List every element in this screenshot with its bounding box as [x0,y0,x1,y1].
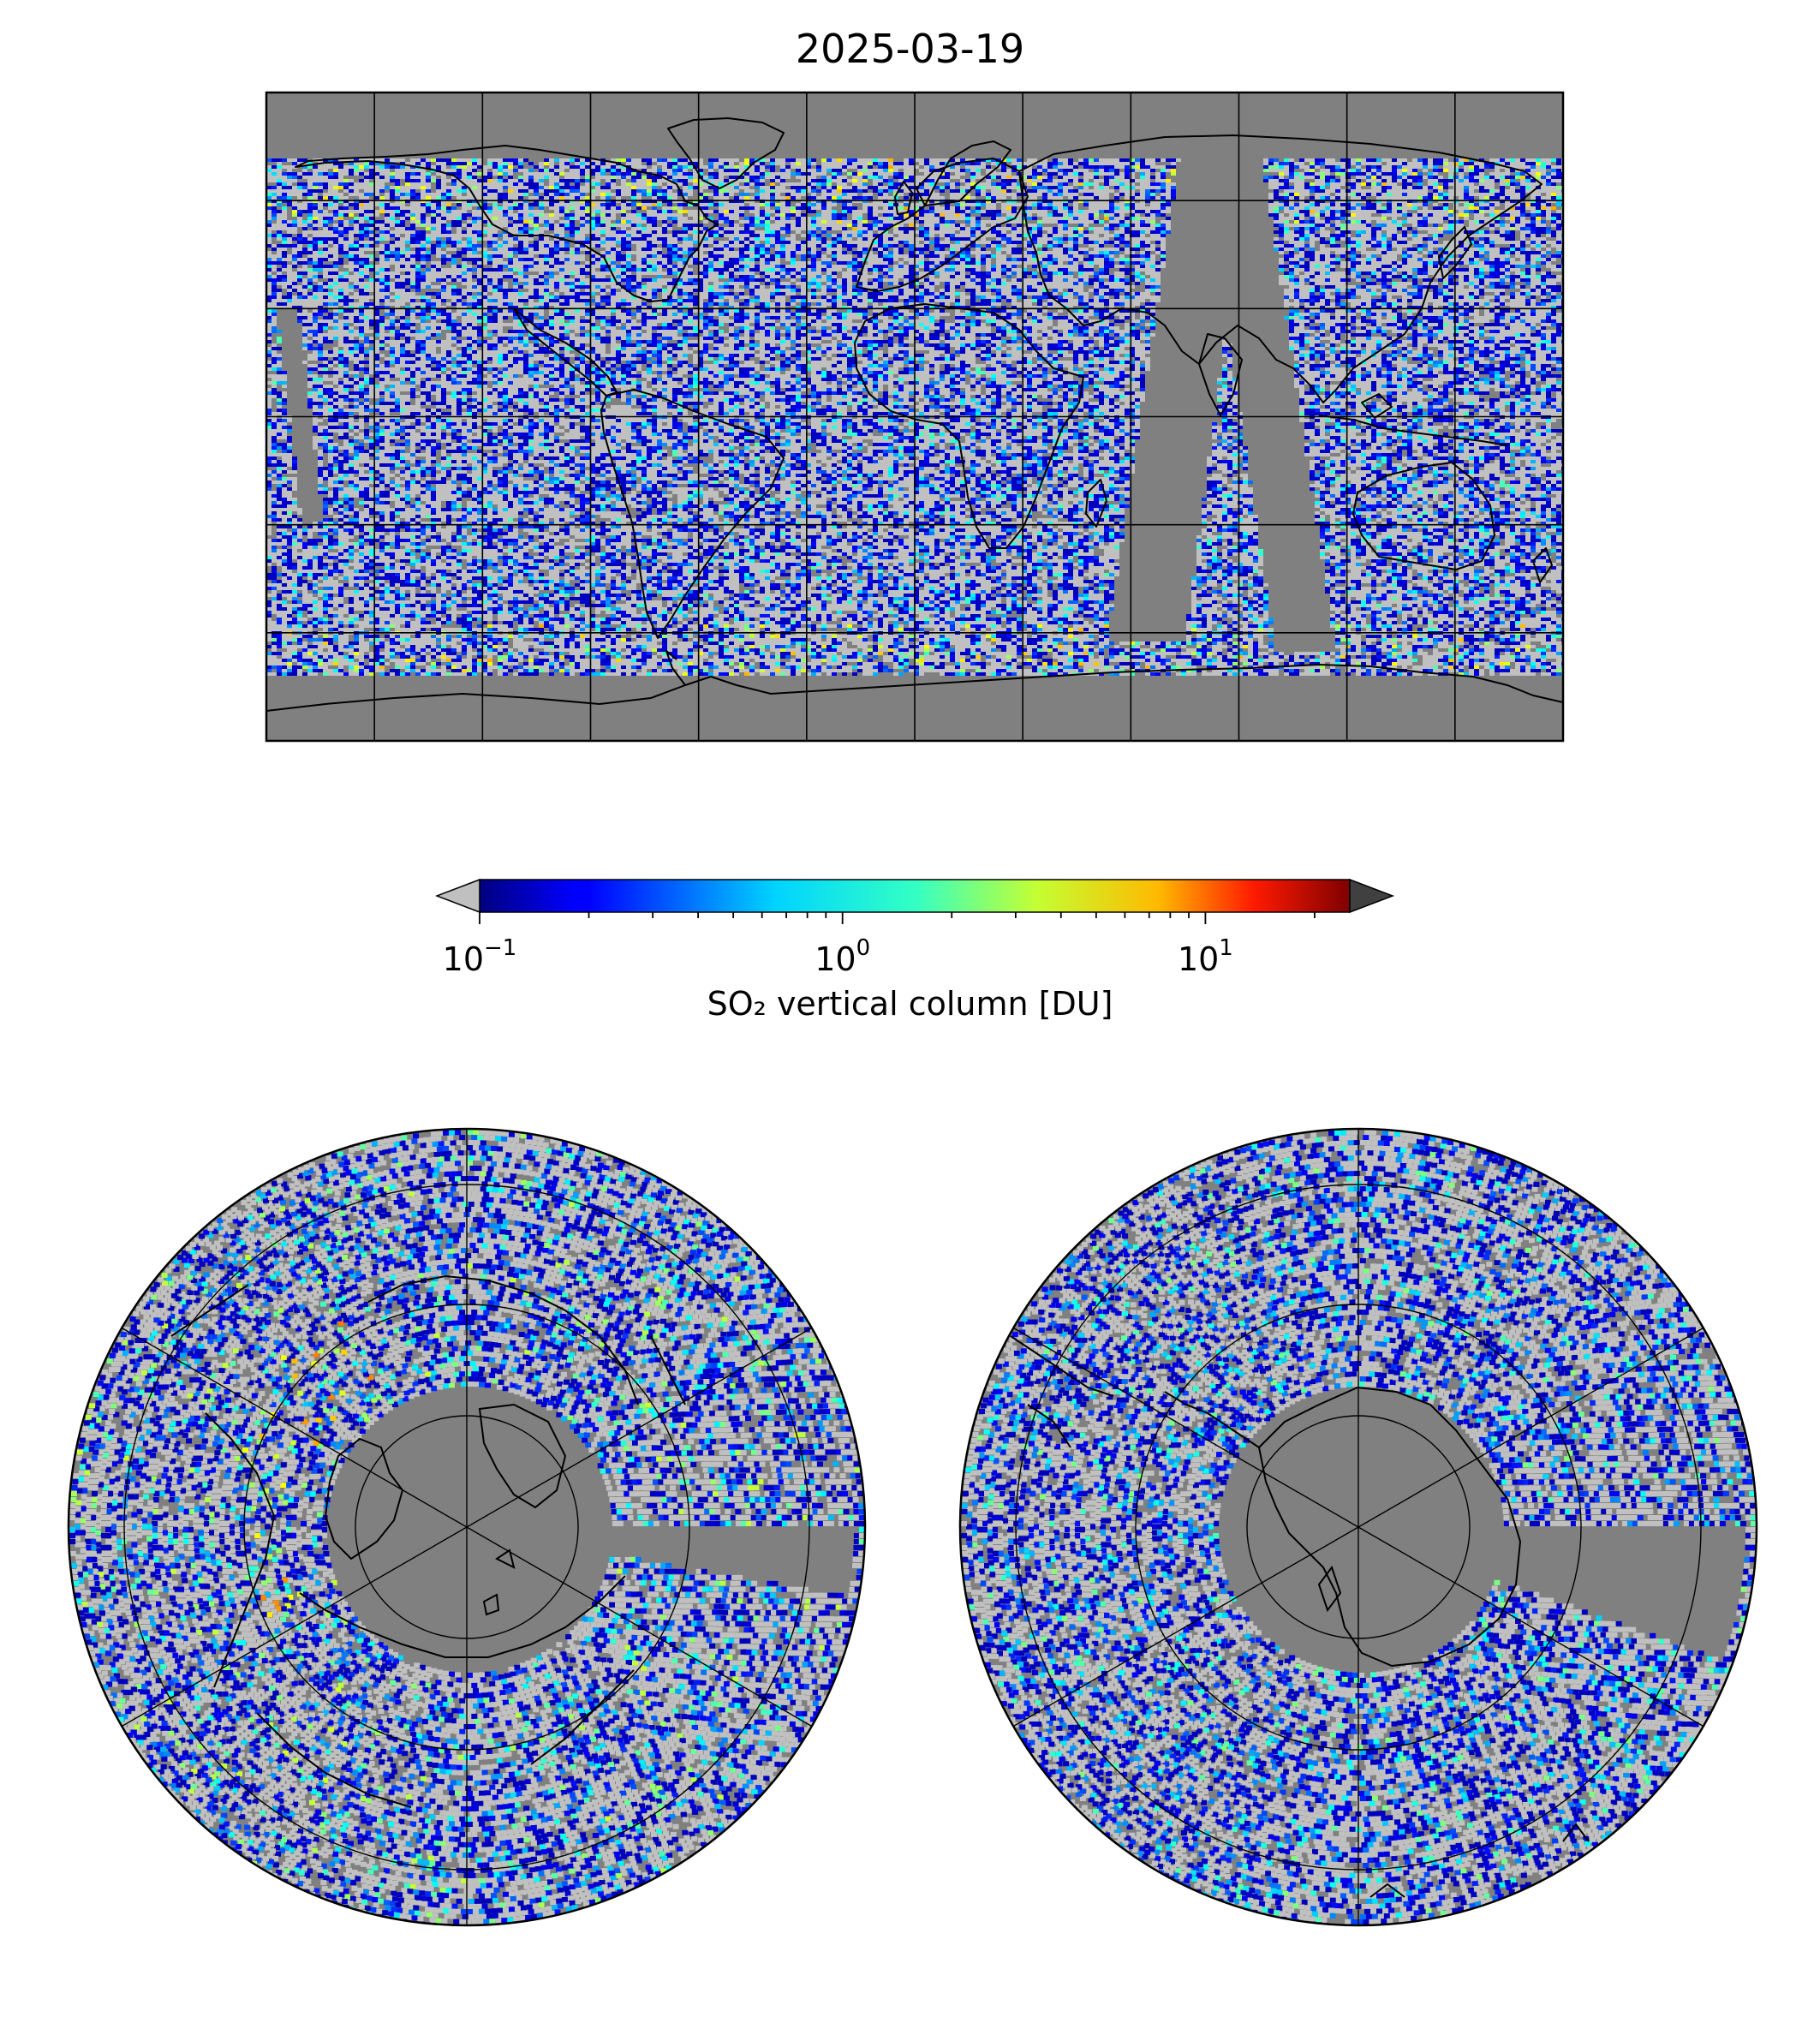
colorbar-ticks [480,912,1315,924]
global-map [266,92,1566,741]
colorbar-label: SO₂ vertical column [DU] [0,985,1820,1023]
colorbar [437,880,1393,924]
colorbar-gradient [480,880,1350,912]
colorbar-tick-label: 101 [1137,935,1274,978]
colorbar-under-triangle [437,880,480,912]
north-polar-map [69,1125,870,1930]
colorbar-tick-label: 10−1 [411,935,548,978]
south-polar-map [960,1125,1762,1930]
colorbar-over-triangle [1350,880,1393,912]
colorbar-tick-label: 100 [774,935,911,978]
